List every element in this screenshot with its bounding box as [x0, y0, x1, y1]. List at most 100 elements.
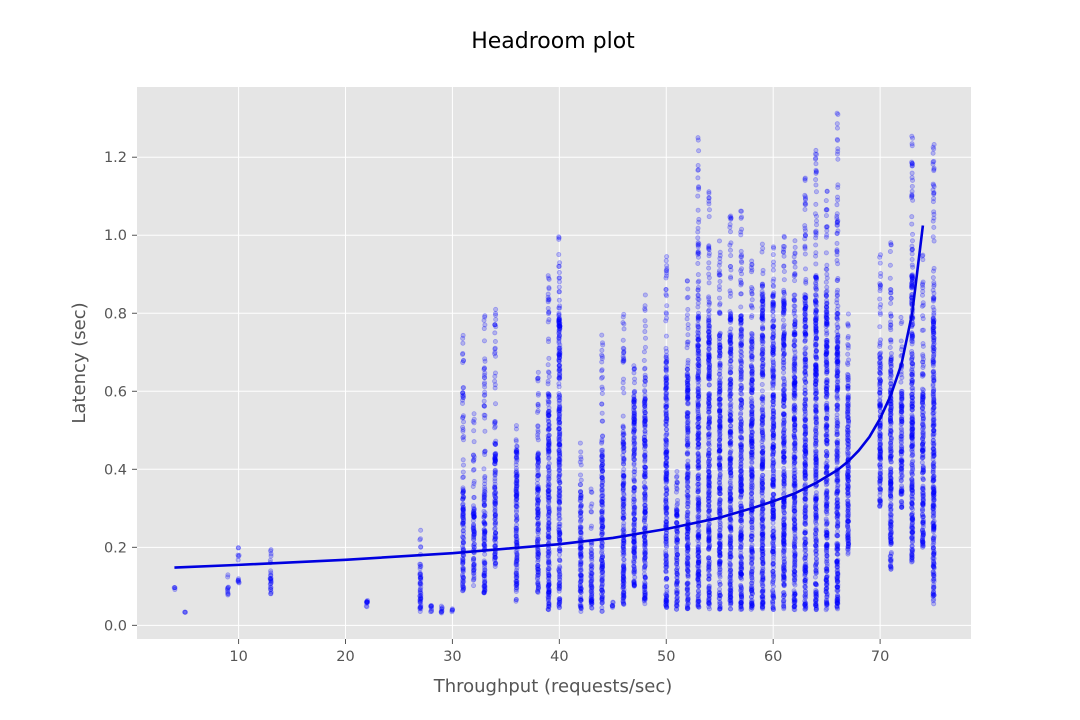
scatter-point: [663, 497, 669, 503]
scatter-point: [621, 461, 627, 467]
scatter-point: [738, 368, 744, 374]
scatter-point: [632, 504, 638, 510]
scatter-point: [685, 461, 691, 467]
scatter-point: [738, 229, 744, 235]
scatter-point: [748, 364, 754, 370]
scatter-point: [695, 229, 701, 235]
scatter-point: [535, 375, 541, 381]
scatter-point: [492, 461, 498, 467]
scatter-point: [556, 583, 562, 589]
scatter-point: [471, 439, 477, 445]
scatter-point: [589, 558, 595, 564]
scatter-point: [695, 475, 701, 481]
scatter-point: [749, 580, 755, 586]
scatter-point: [556, 381, 562, 387]
scatter-point: [760, 435, 766, 441]
scatter-point: [621, 566, 627, 572]
scatter-point: [599, 453, 605, 459]
scatter-point: [706, 434, 712, 440]
scatter-point: [417, 575, 423, 581]
scatter-point: [695, 235, 701, 241]
scatter-point: [493, 401, 499, 407]
scatter-point: [470, 510, 476, 516]
scatter-point: [717, 295, 723, 301]
scatter-point: [738, 478, 744, 484]
scatter-point: [663, 518, 669, 524]
scatter-point: [674, 574, 680, 580]
scatter-point: [492, 484, 498, 490]
scatter-point: [706, 404, 712, 410]
scatter-point: [492, 476, 498, 482]
scatter-point: [599, 332, 605, 338]
scatter-point: [460, 504, 466, 510]
scatter-point: [717, 582, 723, 588]
scatter-point: [578, 472, 584, 478]
scatter-point: [461, 419, 467, 425]
scatter-point: [546, 566, 552, 572]
scatter-point: [728, 606, 734, 612]
scatter-point: [460, 332, 466, 338]
scatter-point: [706, 425, 712, 431]
scatter-point: [557, 538, 563, 544]
scatter-point: [492, 441, 498, 447]
scatter-point: [621, 448, 627, 454]
scatter-point: [460, 580, 466, 586]
scatter-point: [417, 586, 423, 592]
scatter-point: [760, 476, 766, 482]
scatter-point: [728, 215, 734, 221]
scatter-point: [707, 392, 713, 398]
scatter-point: [268, 589, 274, 595]
scatter-point: [546, 604, 552, 610]
scatter-point: [684, 513, 690, 519]
scatter-point: [235, 545, 241, 551]
scatter-point: [706, 299, 712, 305]
scatter-point: [696, 454, 702, 460]
scatter-point: [481, 531, 487, 537]
scatter-point: [759, 426, 765, 432]
scatter-point: [546, 392, 552, 398]
scatter-point: [492, 543, 498, 549]
scatter-point: [417, 589, 423, 595]
scatter-point: [268, 591, 274, 597]
scatter-point: [717, 309, 723, 315]
scatter-point: [471, 467, 477, 473]
scatter-point: [418, 572, 424, 578]
scatter-point: [556, 448, 562, 454]
scatter-point: [663, 345, 669, 351]
scatter-point: [663, 511, 669, 517]
scatter-point: [727, 393, 733, 399]
scatter-point: [760, 326, 766, 332]
scatter-point: [460, 457, 466, 463]
scatter-point: [557, 442, 563, 448]
scatter-point: [642, 431, 648, 437]
scatter-point: [685, 494, 691, 500]
scatter-point: [620, 452, 626, 458]
scatter-point: [674, 473, 680, 479]
scatter-point: [556, 438, 562, 444]
scatter-point: [545, 339, 551, 345]
scatter-point: [695, 487, 701, 493]
scatter-point: [685, 531, 691, 537]
scatter-point: [460, 496, 466, 502]
scatter-point: [739, 214, 745, 220]
scatter-point: [460, 424, 466, 430]
scatter-point: [438, 609, 444, 615]
scatter-point: [556, 375, 562, 381]
scatter-point: [695, 390, 701, 396]
scatter-point: [577, 588, 583, 594]
scatter-point: [439, 608, 445, 614]
scatter-point: [439, 606, 445, 612]
scatter-point: [599, 418, 605, 424]
scatter-point: [460, 487, 466, 493]
scatter-point: [727, 495, 733, 501]
scatter-point: [696, 427, 702, 433]
scatter-point: [664, 440, 670, 446]
scatter-point: [557, 404, 563, 410]
scatter-point: [588, 486, 594, 492]
scatter-point: [235, 577, 241, 583]
scatter-point: [631, 418, 637, 424]
scatter-point: [706, 190, 712, 196]
scatter-point: [664, 415, 670, 421]
scatter-point: [481, 508, 487, 514]
scatter-point: [759, 511, 765, 517]
